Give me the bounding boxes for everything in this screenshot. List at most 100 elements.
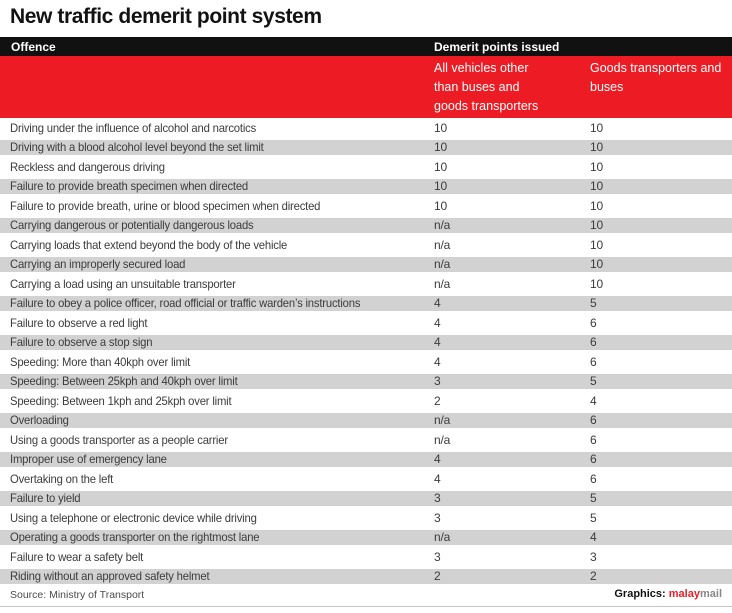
- offence-cell: Riding without an approved safety helmet: [10, 569, 210, 584]
- brand-name-secondary: mail: [699, 588, 722, 600]
- offence-cell: Failure to observe a red light: [10, 315, 148, 330]
- points-all-vehicles-cell: 3: [434, 491, 441, 506]
- page-title: New traffic demerit point system: [10, 5, 322, 28]
- offence-cell: Failure to wear a safety belt: [10, 549, 144, 564]
- points-all-vehicles-cell: 3: [434, 549, 441, 564]
- offence-cell: Using a goods transporter as a people ca…: [10, 432, 228, 447]
- table-row: Riding without an approved safety helmet…: [0, 566, 732, 586]
- table-row: Carrying loads that extend beyond the bo…: [0, 235, 732, 255]
- points-all-vehicles-cell: 10: [434, 159, 447, 174]
- points-all-vehicles-cell: n/a: [434, 432, 451, 447]
- table-row: Carrying a load using an unsuitable tran…: [0, 274, 732, 294]
- offence-cell: Carrying loads that extend beyond the bo…: [10, 237, 288, 252]
- table-row: Improper use of emergency lane 4 6: [0, 449, 732, 469]
- points-goods-buses-cell: 6: [590, 315, 597, 330]
- points-all-vehicles-cell: 3: [434, 510, 441, 525]
- table-header-bar: Offence Demerit points issued: [0, 37, 732, 56]
- offence-cell: Overloading: [10, 413, 69, 428]
- table-body: Driving under the influence of alcohol a…: [0, 118, 732, 586]
- points-all-vehicles-cell: 4: [434, 354, 441, 369]
- points-goods-buses-cell: 5: [590, 491, 597, 506]
- points-goods-buses-cell: 10: [590, 179, 603, 194]
- points-all-vehicles-cell: 10: [434, 198, 447, 213]
- points-goods-buses-cell: 10: [590, 140, 603, 155]
- table-row: Failure to observe a red light 4 6: [0, 313, 732, 333]
- points-all-vehicles-cell: 10: [434, 120, 447, 135]
- points-goods-buses-cell: 5: [590, 296, 597, 311]
- offence-cell: Driving under the influence of alcohol a…: [10, 120, 257, 135]
- points-goods-buses-cell: 10: [590, 198, 603, 213]
- offence-cell: Carrying an improperly secured load: [10, 257, 186, 272]
- table-row: Speeding: More than 40kph over limit 4 6: [0, 352, 732, 372]
- table-row: Driving with a blood alcohol level beyon…: [0, 137, 732, 157]
- offence-cell: Carrying a load using an unsuitable tran…: [10, 276, 236, 291]
- offence-cell: Improper use of emergency lane: [10, 452, 167, 467]
- table-row: Overtaking on the left 4 6: [0, 469, 732, 489]
- table-subheader-band: All vehicles other than buses and goods …: [0, 56, 732, 118]
- offence-cell: Driving with a blood alcohol level beyon…: [10, 140, 264, 155]
- bottom-divider: [0, 606, 732, 607]
- points-goods-buses-cell: 2: [590, 569, 597, 584]
- table-row: Speeding: Between 1kph and 25kph over li…: [0, 391, 732, 411]
- offence-cell: Operating a goods transporter on the rig…: [10, 530, 260, 545]
- table-row: Overloading n/a 6: [0, 410, 732, 430]
- offence-cell: Speeding: More than 40kph over limit: [10, 354, 191, 369]
- table-row: Using a telephone or electronic device w…: [0, 508, 732, 528]
- graphics-credit: Graphics: malaymail: [614, 588, 722, 600]
- points-all-vehicles-cell: 4: [434, 452, 441, 467]
- points-all-vehicles-cell: n/a: [434, 276, 451, 291]
- table-row: Failure to observe a stop sign 4 6: [0, 332, 732, 352]
- offence-cell: Failure to observe a stop sign: [10, 335, 153, 350]
- points-all-vehicles-cell: 4: [434, 315, 441, 330]
- points-goods-buses-cell: 6: [590, 471, 597, 486]
- subcolumn-header-goods-transporters: Goods transporters and buses: [590, 61, 722, 94]
- offence-cell: Overtaking on the left: [10, 471, 114, 486]
- points-goods-buses-cell: 6: [590, 413, 597, 428]
- offence-cell: Using a telephone or electronic device w…: [10, 510, 257, 525]
- points-goods-buses-cell: 10: [590, 120, 603, 135]
- table-row: Failure to provide breath, urine or bloo…: [0, 196, 732, 216]
- points-goods-buses-cell: 4: [590, 393, 597, 408]
- brand-name-primary: malay: [668, 588, 700, 600]
- points-goods-buses-cell: 6: [590, 452, 597, 467]
- points-all-vehicles-cell: n/a: [434, 413, 451, 428]
- column-header-demerit-points: Demerit points issued: [434, 39, 560, 54]
- points-all-vehicles-cell: 4: [434, 471, 441, 486]
- offence-cell: Failure to provide breath, urine or bloo…: [10, 198, 321, 213]
- points-all-vehicles-cell: 10: [434, 179, 447, 194]
- points-all-vehicles-cell: 10: [434, 140, 447, 155]
- points-all-vehicles-cell: 3: [434, 374, 441, 389]
- points-goods-buses-cell: 6: [590, 335, 597, 350]
- offence-cell: Speeding: Between 25kph and 40kph over l…: [10, 374, 238, 389]
- points-all-vehicles-cell: 2: [434, 393, 441, 408]
- points-goods-buses-cell: 10: [590, 218, 603, 233]
- offence-cell: Carrying dangerous or potentially danger…: [10, 218, 254, 233]
- table-row: Failure to yield 3 5: [0, 488, 732, 508]
- table-row: Operating a goods transporter on the rig…: [0, 527, 732, 547]
- table-row: Carrying dangerous or potentially danger…: [0, 215, 732, 235]
- table-row: Driving under the influence of alcohol a…: [0, 118, 732, 138]
- points-all-vehicles-cell: n/a: [434, 218, 451, 233]
- points-goods-buses-cell: 3: [590, 549, 597, 564]
- points-goods-buses-cell: 6: [590, 432, 597, 447]
- offence-cell: Reckless and dangerous driving: [10, 159, 165, 174]
- table-row: Failure to wear a safety belt 3 3: [0, 547, 732, 567]
- offence-cell: Speeding: Between 1kph and 25kph over li…: [10, 393, 232, 408]
- offence-cell: Failure to yield: [10, 491, 81, 506]
- points-all-vehicles-cell: n/a: [434, 257, 451, 272]
- table-row: Reckless and dangerous driving 10 10: [0, 157, 732, 177]
- points-all-vehicles-cell: 4: [434, 335, 441, 350]
- points-goods-buses-cell: 4: [590, 530, 597, 545]
- points-goods-buses-cell: 10: [590, 276, 603, 291]
- offence-cell: Failure to provide breath specimen when …: [10, 179, 249, 194]
- points-all-vehicles-cell: 4: [434, 296, 441, 311]
- points-all-vehicles-cell: n/a: [434, 237, 451, 252]
- source-credit: Source: Ministry of Transport: [10, 589, 145, 601]
- table-row: Failure to obey a police officer, road o…: [0, 293, 732, 313]
- table-row: Failure to provide breath specimen when …: [0, 176, 732, 196]
- subcolumn-header-all-vehicles: All vehicles other than buses and goods …: [434, 61, 539, 113]
- points-goods-buses-cell: 5: [590, 510, 597, 525]
- column-header-offence: Offence: [11, 39, 56, 54]
- points-all-vehicles-cell: 2: [434, 569, 441, 584]
- points-all-vehicles-cell: n/a: [434, 530, 451, 545]
